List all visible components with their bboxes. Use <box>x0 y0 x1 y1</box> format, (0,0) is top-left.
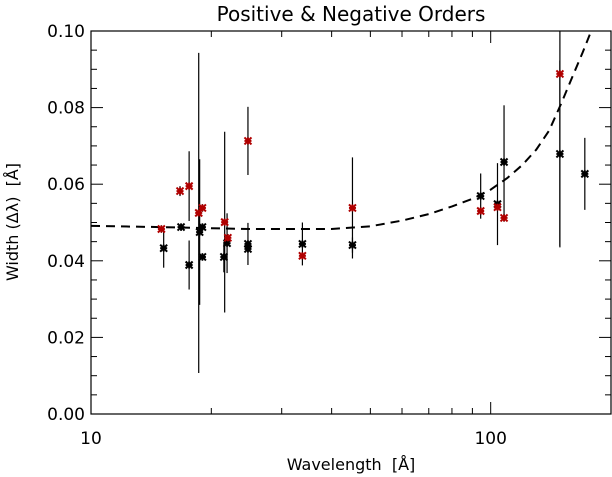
chart-title: Positive & Negative Orders <box>217 2 486 26</box>
data-point-black <box>348 240 357 250</box>
plot-frame <box>90 30 612 415</box>
y-tick-label: 0.10 <box>47 22 85 42</box>
data-point-black <box>198 222 207 232</box>
data-point-red <box>223 233 233 243</box>
data-point-black <box>243 244 253 254</box>
data-point-black <box>555 149 565 159</box>
data-point-black <box>176 222 186 232</box>
x-tick-label: 100 <box>474 429 506 449</box>
data-point-red <box>476 206 485 216</box>
data-point-red <box>175 186 185 196</box>
plot-area <box>91 31 593 374</box>
y-tick-label: 0.00 <box>47 405 85 425</box>
data-point-black <box>580 169 590 179</box>
data-point-red <box>555 69 565 79</box>
data-point-red <box>243 136 253 146</box>
y-tick-label: 0.02 <box>47 328 85 348</box>
data-point-black <box>499 157 509 167</box>
data-point-red <box>348 203 357 213</box>
data-point-red <box>157 224 166 234</box>
data-point-black <box>184 260 194 270</box>
data-point-black <box>298 239 307 249</box>
y-axis: 0.00 0.02 0.04 0.06 0.08 0.10 <box>47 22 611 425</box>
data-point-red <box>220 217 229 227</box>
data-point-black <box>159 243 168 253</box>
data-point-red <box>184 181 194 191</box>
y-tick-label: 0.06 <box>47 175 85 195</box>
data-point-red <box>493 202 502 212</box>
y-axis-label: Width (Δλ) [Å] <box>3 163 22 281</box>
data-point-red <box>499 213 509 223</box>
data-point-red <box>198 203 207 213</box>
x-tick-label: 10 <box>80 429 102 449</box>
y-tick-label: 0.08 <box>47 99 85 119</box>
fit-curve <box>91 31 593 230</box>
data-point-black <box>219 252 229 262</box>
data-point-black <box>476 191 485 201</box>
y-tick-label: 0.04 <box>47 252 85 272</box>
x-axis: 10 100 <box>80 31 612 449</box>
x-axis-label: Wavelength [Å] <box>287 455 416 474</box>
data-point-black <box>198 252 207 262</box>
data-point-red <box>298 251 307 261</box>
